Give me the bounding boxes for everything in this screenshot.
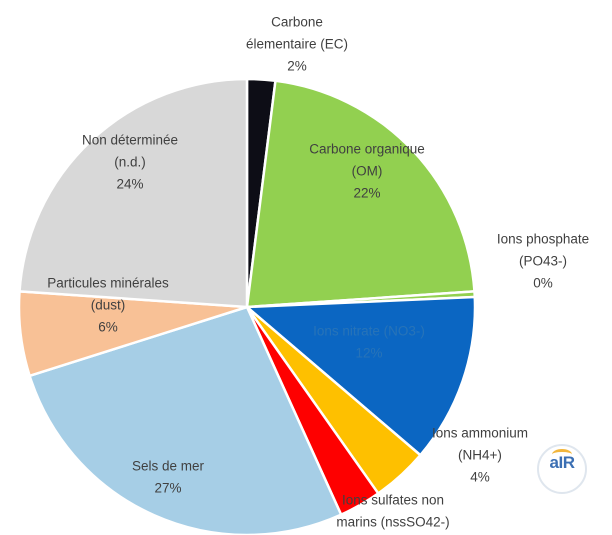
slice-category-label-1: élementaire (EC) <box>246 37 348 52</box>
slice-category-label-3: (PO43-) <box>519 254 567 269</box>
air-breizh-logo: aIR <box>537 444 587 494</box>
slice-category-label-5: Ions ammonium <box>432 426 528 441</box>
slice-value-label-7: 27% <box>154 481 181 496</box>
pie-slice-9 <box>18 77 249 309</box>
slice-value-label-5: 4% <box>470 470 490 485</box>
slice-category-label-3: Ions phosphate <box>497 232 589 247</box>
slice-category-label-2: (OM) <box>352 164 383 179</box>
slice-value-label-8: 6% <box>98 320 118 335</box>
slice-category-label-9: Non déterminée <box>82 133 178 148</box>
slice-category-label-6: marins (nssSO42-) <box>336 515 449 530</box>
slice-category-label-9: (n.d.) <box>114 155 146 170</box>
slice-category-label-4: Ions nitrate (NO3-) <box>313 324 425 339</box>
logo-text: aIR <box>549 453 575 472</box>
pie-slice-2 <box>245 79 476 309</box>
pie-slice-7 <box>28 305 343 535</box>
pie-slices <box>17 77 477 535</box>
slice-category-label-6: Ions sulfates non <box>342 493 444 508</box>
slice-category-label-8: (dust) <box>91 298 126 313</box>
slice-value-label-9: 24% <box>116 177 143 192</box>
slice-category-label-2: Carbone organique <box>309 142 425 157</box>
slice-value-label-4: 12% <box>355 346 382 361</box>
slice-category-label-8: Particules minérales <box>47 276 169 291</box>
slice-category-label-5: (NH4+) <box>458 448 502 463</box>
pie-slice-4 <box>245 295 477 457</box>
slice-value-label-3: 0% <box>533 276 553 291</box>
slice-value-label-2: 22% <box>353 186 380 201</box>
slice-category-label-1: Carbone <box>271 15 323 30</box>
slice-category-label-7: Sels de mer <box>132 459 205 474</box>
logo-arc <box>552 449 572 460</box>
slice-value-label-1: 2% <box>287 59 307 74</box>
pie-labels: Carbone élementaire (EC) 2% Carbone organiq… <box>47 15 589 530</box>
